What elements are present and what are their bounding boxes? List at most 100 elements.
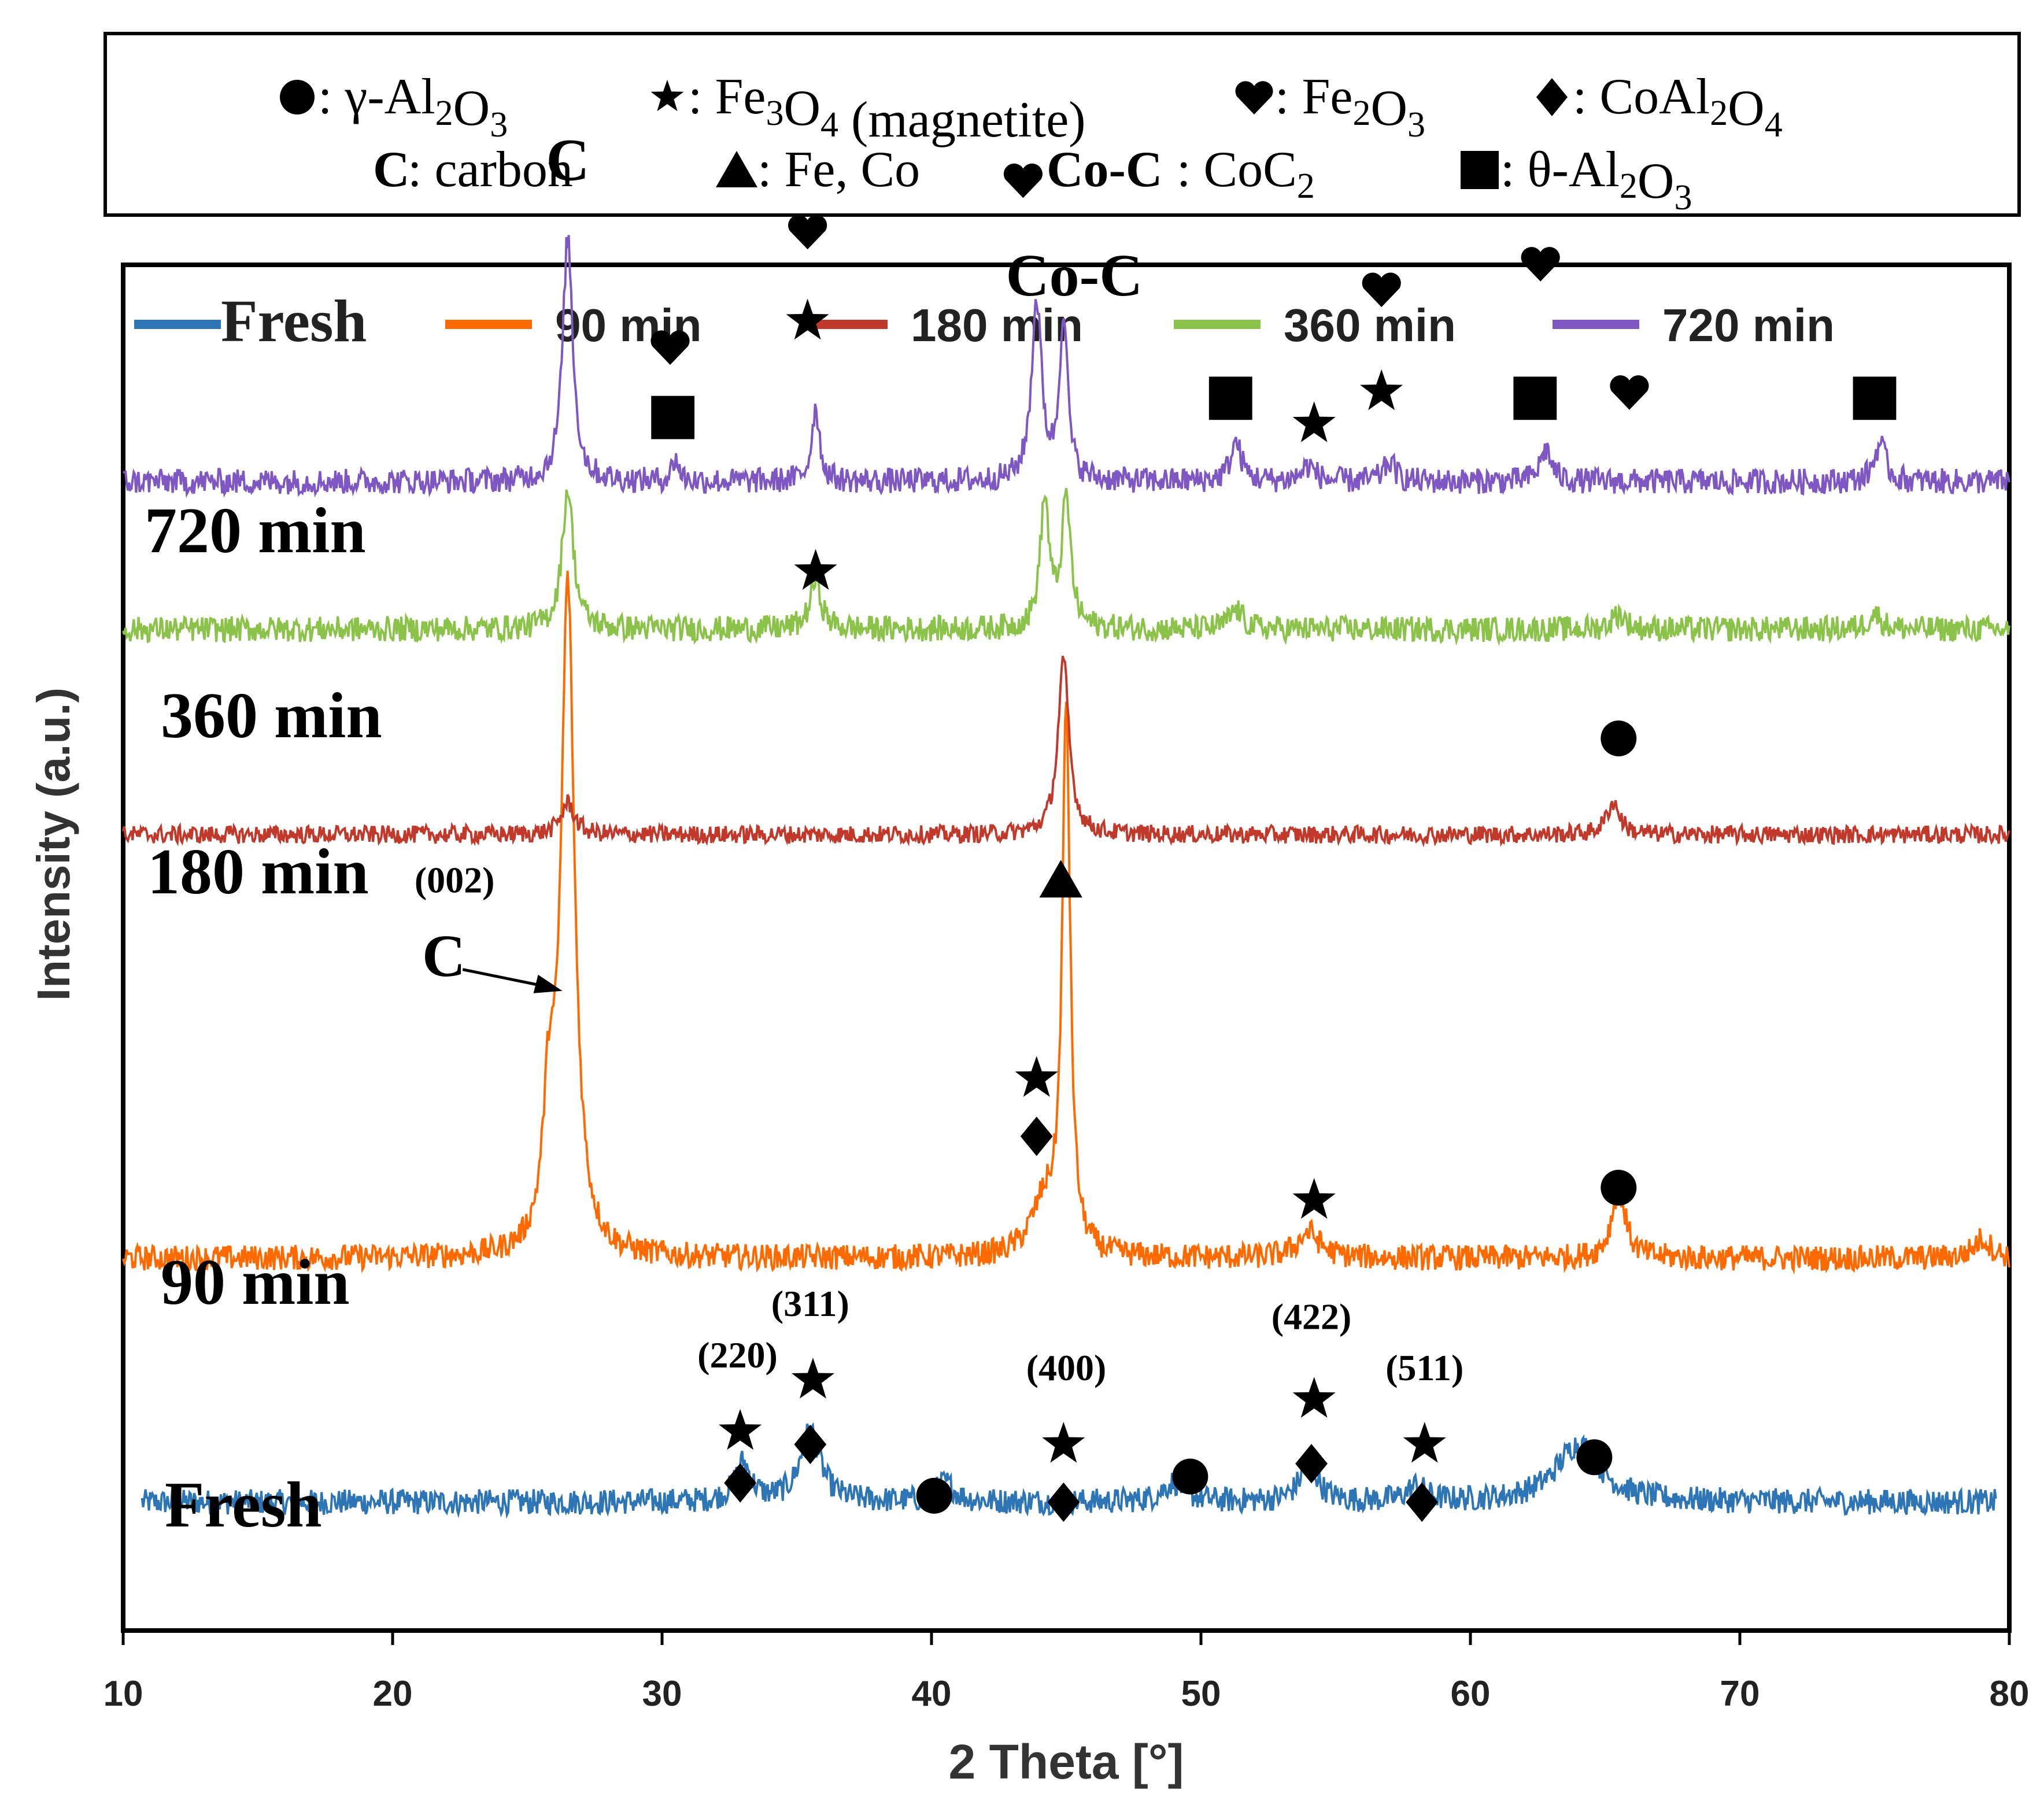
annotation-star-icon [719,1409,762,1450]
legend-swatch [1553,320,1639,329]
legend-swatch [134,320,221,329]
series-label-90-min: 90 min [161,1247,350,1318]
series-label-720-min: 720 min [145,495,366,567]
legend-swatch [801,320,888,329]
annotation-square-icon [1513,376,1557,420]
annotation-diamond-icon [1047,1482,1080,1522]
x-tick-label: 10 [104,1674,143,1714]
annotation-star-icon [791,1358,835,1399]
key-row-2: C: carbon : Fe, Co Co-C : CoC2 : θ-Al2O3 [373,142,1692,217]
key-label: : Fe, Co [757,142,920,198]
key-label: : Fe3O4 (magnetite) [688,69,1086,148]
annotation-heart-icon [1362,272,1401,308]
annotation-star-icon [794,549,837,590]
annotation-text: (400) [1026,1347,1107,1388]
annotation-star-icon [1015,1056,1058,1097]
legend-label: 720 min [1662,300,1835,351]
y-axis-label: Intensity (a.u.) [28,687,79,1001]
key-item-2: : Fe, Co [716,142,920,198]
x-tick-label: 50 [1181,1674,1221,1714]
annotation-circle-icon [916,1477,952,1514]
x-tick-label: 70 [1720,1674,1760,1714]
key-item-1: : γ-Al2O3 [280,69,508,145]
annotation-triangle-icon [1039,860,1082,898]
annotation-diamond-icon [794,1425,827,1465]
annotation-text: C [422,923,465,989]
key-star-icon [650,80,684,112]
plot-frame [121,263,2012,1633]
series-label-360-min: 360 min [161,680,382,752]
key-label: : γ-Al2O3 [318,69,508,145]
annotation-star-icon [1292,401,1336,442]
annotation-text: Co-C [1006,242,1143,309]
legend-label: 180 min [911,300,1083,351]
annotation-star-icon [1403,1422,1446,1463]
annotation-diamond-icon [724,1463,757,1503]
series-label-fresh: Fresh [165,1469,322,1541]
key-symbol-text: C [373,142,410,198]
x-tick-label: 40 [912,1674,952,1714]
key-item-3: : Fe2O3 [1235,69,1425,145]
key-triangle-icon [716,151,757,187]
legend-item-180-min: 180 min [801,300,1083,351]
series-labels: Fresh 90 min 180 min 360 min 720 min [145,495,382,1541]
key-item-4: : θ-Al2O3 [1461,142,1692,217]
key-item-2: : Fe3O4 (magnetite) [650,69,1086,148]
series-layer [122,235,2010,1519]
legend-swatch [445,320,532,329]
x-tick-label: 30 [642,1674,682,1714]
key-label: : CoC2 [1177,142,1315,206]
x-tick-label: 80 [1990,1674,2030,1714]
key-item-1: C: carbon [373,142,573,198]
annotation-circle-icon [1601,720,1637,757]
legend-item-360-min: 360 min [1174,300,1456,351]
key-box [104,32,2021,217]
annotation-diamond-icon [1020,1117,1053,1156]
annotation-circle-icon [1172,1458,1208,1495]
key-symbol-text: Co-C [1047,142,1162,198]
annotation-diamond-icon [1406,1482,1439,1522]
legend-item-fresh: Fresh [134,288,367,354]
annotation-star-icon [1292,1178,1336,1219]
series-label-180-min: 180 min [147,836,369,908]
annotation-heart-icon [650,330,690,365]
annotation-circle-icon [1601,1170,1637,1206]
key-label: : carbon [408,142,573,198]
x-axis-label: 2 Theta [°] [949,1735,1184,1789]
annotation-square-icon [1208,376,1252,420]
annotation-star-icon [786,298,829,340]
x-tick-label: 60 [1451,1674,1491,1714]
annotation-star-icon [1292,1377,1336,1418]
key-label: : Fe2O3 [1275,69,1425,145]
annotation-star-icon [1042,1422,1085,1463]
key-diamond-icon [1536,78,1568,116]
annotation-heart-icon [1003,163,1043,198]
annotation-text: (220) [697,1334,778,1376]
x-axis: 10 20 30 40 50 60 70 80 [104,1631,2030,1714]
key-heart-icon [1235,81,1273,114]
annotation-layer: C Co-C (002) C (311) (220) (400) (422) (511) [415,127,1897,1522]
annotation-star-icon [1360,369,1403,411]
annotation-text: (311) [771,1283,849,1324]
key-square-icon [1461,151,1499,189]
key-label: : θ-Al2O3 [1500,142,1692,217]
annotation-text: (511) [1385,1347,1463,1388]
legend-label: 360 min [1284,300,1456,351]
annotation-square-icon [651,395,695,439]
annotation-diamond-icon [1295,1444,1328,1484]
key-item-3: Co-C : CoC2 [1047,142,1315,206]
key-item-4: : CoAl2O4 [1536,69,1783,145]
series-line-720-min [122,235,2010,498]
x-tick-label: 20 [373,1674,413,1714]
annotation-heart-icon [788,215,827,250]
key-circle-icon [280,80,315,114]
series-line-360-min [122,487,2010,646]
annotation-heart-icon [1610,375,1649,410]
key-row-1: : γ-Al2O3 : Fe3O4 (magnetite) : Fe2O3 : CoA… [280,69,1783,148]
annotation-circle-icon [1576,1439,1613,1476]
annotation-text: (002) [415,860,495,901]
annotation-square-icon [1853,376,1897,420]
annotation-heart-icon [1521,247,1560,282]
annotation-text: (422) [1272,1296,1352,1337]
